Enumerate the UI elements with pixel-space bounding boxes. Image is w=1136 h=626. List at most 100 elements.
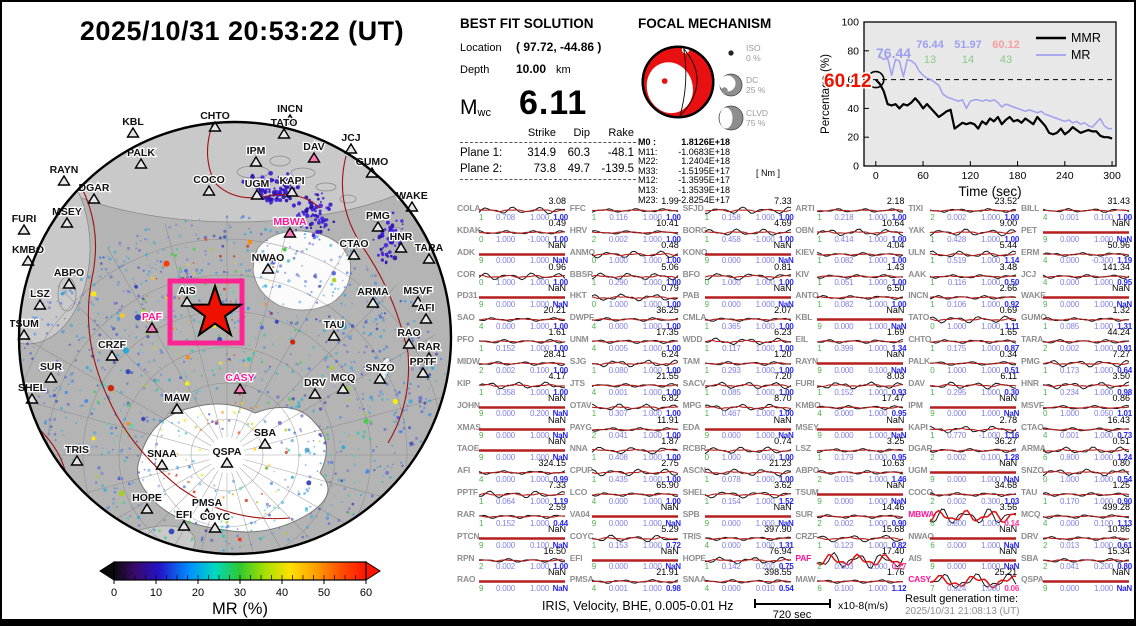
metric-1: 0.603 — [834, 562, 854, 572]
station-code: PMG — [1021, 355, 1040, 366]
svg-text:76.44: 76.44 — [876, 45, 911, 61]
svg-text:QSPA: QSPA — [213, 446, 242, 458]
station-code: MPG — [682, 399, 702, 410]
magnitude-row: M wc 6.11 — [460, 84, 636, 123]
waveform-PTCN — [479, 536, 565, 540]
svg-text:UGM: UGM — [245, 178, 270, 190]
station-amp-value: 1.20 — [774, 348, 792, 359]
map-station-RAR: RAR — [416, 340, 442, 363]
station-amp-value: NaN — [547, 567, 566, 578]
status-code: 1 — [930, 431, 935, 441]
map-station-SUR: SUR — [39, 360, 64, 383]
metric-1: 0.002 — [608, 234, 628, 244]
station-cell-CRZF: CRZF 15.68 1 0.123 1.000 0.82 — [795, 524, 907, 550]
station-amp-value: 2.07 — [774, 305, 792, 316]
metric-3: NaN — [890, 431, 907, 441]
fault-plane-table: Strike Dip Rake Plane 1: 314.9 60.3 -48.… — [460, 127, 636, 180]
metric-3: 1.31 — [1117, 322, 1132, 332]
waveform-RPN — [478, 557, 566, 563]
status-code: 4 — [1043, 518, 1048, 528]
plane-table-header: Strike Dip Rake — [460, 127, 636, 139]
station-metrics: 4 0.000 1.000 1.31 — [705, 541, 794, 550]
metric-2: 1.000 — [529, 562, 549, 572]
svg-text:MMR: MMR — [1071, 31, 1101, 45]
station-amp-value: NaN — [660, 545, 679, 556]
metric-1: 0.152 — [495, 518, 515, 528]
event-time-title: 2025/10/31 20:53:22 (UT) — [79, 16, 405, 46]
status-code: 9 — [479, 431, 484, 441]
decomposition-iso: ISO 0 % — [716, 40, 824, 66]
waveform-RAYN — [817, 362, 904, 365]
metric-3: 0.72 — [666, 540, 681, 550]
map-station-SNZO: SNZO — [364, 361, 396, 384]
station-metrics: 4 0.000 1.000 0.99 — [479, 475, 568, 484]
status-code: 0 — [479, 278, 484, 288]
map-station-DRV: DRV — [303, 376, 327, 399]
station-amp-value: 1.65 — [999, 327, 1018, 338]
waveform-WDD — [704, 337, 791, 346]
status-code: 1 — [1043, 322, 1048, 332]
map-station-PPTF: PPTF — [408, 355, 438, 378]
svg-text:PMG: PMG — [366, 210, 390, 222]
waveform-FURI — [817, 381, 904, 390]
map-station-MAW: MAW — [163, 391, 191, 414]
station-code: HOPE — [682, 552, 706, 563]
status-code: 0 — [591, 256, 597, 266]
station-metrics: 9 0.000 1.000 NaN — [817, 497, 906, 506]
station-cell-UGM: UGM NaN 9 0.000 1.000 NaN — [908, 458, 1020, 484]
station-cell-HNR: HNR 3.50 1 0.234 1.000 0.98 — [1021, 371, 1133, 397]
metric-2: 1.000 — [981, 343, 1001, 353]
station-amp-value: 15.34 — [1107, 545, 1130, 556]
svg-text:PMSA: PMSA — [192, 497, 223, 509]
map-station-CRZF: CRZF — [97, 338, 128, 361]
svg-text:40: 40 — [847, 103, 859, 115]
status-code: 9 — [479, 409, 484, 419]
station-cell-HRV: HRV 10.41 2 0.002 1.000 1.00 — [570, 218, 682, 244]
station-amp-value: 1.69 — [886, 327, 905, 338]
metric-1: 0.002 — [495, 562, 515, 572]
metric-1: 0.080 — [608, 365, 628, 375]
station-waveform-grid: COLA 3.08 1 0.708 1.000 1.00 KDAK 0.49 0 1.000 -1.… — [457, 196, 1136, 593]
waveform-PPTF — [478, 490, 566, 499]
waveform-MIDW — [478, 361, 566, 366]
metric-1: 0.290 — [608, 278, 628, 288]
station-code: EDA — [682, 421, 701, 432]
station-code: SACV — [682, 377, 706, 388]
metric-3: 0.73 — [1117, 431, 1132, 441]
station-amp-value: 0.81 — [774, 261, 792, 272]
station-code: KAPI — [908, 421, 928, 432]
station-metrics: 9 0.000 1.000 NaN — [705, 431, 794, 440]
station-metrics: 2 0.015 1.000 1.46 — [817, 475, 906, 484]
svg-text:SNZO: SNZO — [365, 362, 394, 374]
svg-text:KBL: KBL — [122, 116, 144, 128]
metric-3: 1.28 — [1004, 453, 1020, 463]
metric-2: 1.000 — [642, 518, 662, 528]
metric-2: 1.000 — [1093, 322, 1113, 332]
svg-text:HOPE: HOPE — [132, 492, 162, 504]
station-code: TSUM — [795, 487, 819, 498]
station-cell-ANTO: ANTO 6.50 1 0.082 1.000 1.00 — [795, 283, 907, 309]
station-amp-value: 17.40 — [881, 545, 905, 556]
station-metrics: 9 0.000 0.100 NaN — [817, 366, 906, 375]
station-code: ABPO — [795, 465, 820, 476]
map-station-AIS: AIS — [177, 284, 197, 307]
metric-1: 0.414 — [834, 234, 854, 244]
metric-2: 1.000 — [868, 322, 888, 332]
station-cell-SNAA: SNAA 398.55 4 0.000 0.010 0.54 — [683, 567, 795, 593]
metric-1: 0.770 — [947, 431, 967, 441]
station-amp-value: 7.33 — [548, 480, 566, 491]
waveform-COYC — [591, 534, 678, 542]
station-code: PAF — [795, 552, 812, 563]
station-code: BORG — [682, 224, 708, 235]
map-station-NWAO: NWAO — [250, 251, 286, 274]
waveform-KAPI — [929, 425, 1017, 434]
metric-2: 1.000 — [642, 365, 662, 375]
status-code: 1 — [479, 496, 484, 506]
svg-text:80: 80 — [847, 45, 859, 57]
metric-2: 0.200 — [529, 409, 549, 419]
map-station-HOPE: HOPE — [131, 491, 163, 514]
waveform-MPG — [704, 403, 791, 412]
metric-3: 0.90 — [891, 518, 907, 528]
